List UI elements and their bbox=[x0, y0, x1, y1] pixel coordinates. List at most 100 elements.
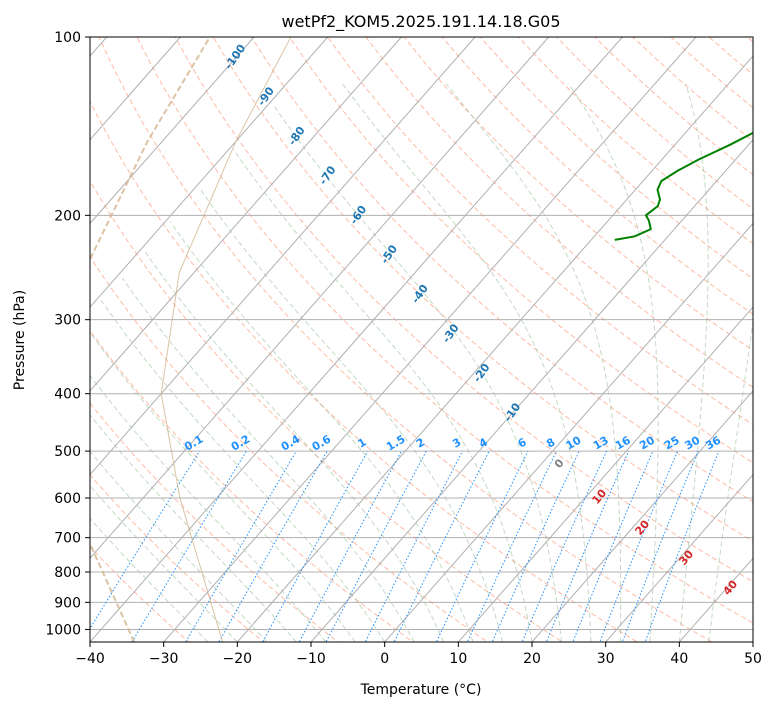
moist-adiabat bbox=[90, 484, 238, 642]
mixing-ratio-label: 3 bbox=[450, 436, 463, 451]
mixing-ratio-label: 6 bbox=[516, 435, 529, 450]
mixing-ratio-label: 1.5 bbox=[384, 433, 407, 454]
dry-adiabat bbox=[90, 474, 265, 642]
isobar-grid bbox=[90, 37, 753, 630]
dry-adiabat bbox=[441, 37, 753, 315]
dry-adiabat bbox=[90, 545, 190, 642]
isotherm-gridline bbox=[236, 55, 753, 642]
mixing-ratio-line bbox=[262, 450, 369, 642]
isotherm-label: -100 bbox=[222, 42, 249, 72]
x-axis-label: Temperature (°C) bbox=[360, 682, 482, 698]
mixing-ratio-line bbox=[521, 450, 608, 642]
y-tick-label: 500 bbox=[54, 444, 81, 460]
adiabat-label: 40 bbox=[720, 577, 740, 597]
mixing-ratio-line bbox=[185, 450, 297, 642]
dry-adiabats bbox=[90, 10, 775, 654]
y-tick-label: 600 bbox=[54, 491, 81, 507]
isotherm-gridline bbox=[90, 37, 255, 225]
moist-adiabat bbox=[90, 517, 209, 642]
y-tick-label: 200 bbox=[54, 208, 81, 224]
adiabat-label: 30 bbox=[676, 547, 696, 567]
dry-adiabat bbox=[327, 37, 753, 426]
isotherm-gridline bbox=[90, 37, 402, 392]
isotherm-gridline bbox=[457, 306, 753, 642]
moist-adiabat bbox=[90, 331, 356, 642]
moist-adiabat bbox=[233, 149, 533, 642]
mixing-ratio-label: 2 bbox=[414, 436, 427, 451]
mixing-ratio-line bbox=[325, 450, 427, 642]
auxiliary-curves bbox=[90, 37, 292, 642]
moist-adiabat bbox=[90, 414, 297, 642]
x-tick-label: 0 bbox=[380, 651, 389, 667]
mixing-ratio-label: 20 bbox=[637, 433, 657, 452]
isotherm-label: -50 bbox=[378, 242, 400, 266]
mixing-ratio-line bbox=[90, 450, 200, 630]
profiles bbox=[614, 131, 753, 241]
isotherm-gridline bbox=[90, 37, 476, 476]
mixing-ratio-line bbox=[218, 450, 328, 642]
isotherm-gridline bbox=[605, 473, 753, 642]
mixing-ratio-line bbox=[572, 450, 654, 642]
mixing-ratio-line bbox=[621, 450, 699, 642]
moist-adiabat bbox=[90, 450, 268, 642]
mixing-ratio-label: 0.2 bbox=[229, 433, 252, 454]
dry-adiabat bbox=[212, 37, 753, 542]
isotherm-gridline bbox=[90, 37, 329, 308]
x-tick-label: −40 bbox=[75, 651, 105, 667]
isotherm-gridline bbox=[90, 37, 181, 141]
dewpoint-profile bbox=[614, 131, 753, 241]
dry-adiabat bbox=[753, 10, 775, 654]
y-tick-label: 800 bbox=[54, 565, 81, 581]
dry-adiabat bbox=[403, 37, 753, 352]
plot-area: -100-90-80-70-60-50-40-30-20-100.1 0.2 0.4… bbox=[90, 10, 775, 654]
x-tick-label: −20 bbox=[223, 651, 253, 667]
moist-adiabat bbox=[199, 187, 503, 642]
isotherm-gridline bbox=[384, 222, 753, 642]
isotherm-gridline bbox=[531, 390, 753, 642]
mixing-ratio-line bbox=[599, 450, 679, 642]
x-tick-label: −30 bbox=[149, 651, 179, 667]
dry-adiabat bbox=[90, 100, 638, 642]
moist-adiabats bbox=[90, 83, 753, 642]
moist-adiabat bbox=[144, 251, 445, 642]
isotherm-grid bbox=[90, 37, 753, 642]
mixing-ratio-label: 10 bbox=[564, 433, 584, 452]
mixing-ratio-label: 0.4 bbox=[279, 432, 303, 453]
mixing-ratio-line bbox=[545, 450, 630, 642]
mixing-ratio-line bbox=[298, 450, 402, 642]
dry-adiabat bbox=[593, 37, 753, 176]
dry-adiabat bbox=[98, 37, 713, 642]
dry-adiabat bbox=[365, 37, 753, 388]
mixing-ratio-label: 30 bbox=[682, 433, 702, 452]
moist-adiabat bbox=[708, 317, 753, 642]
dry-adiabat bbox=[174, 37, 753, 583]
moist-adiabat bbox=[121, 277, 415, 642]
moist-adiabat bbox=[568, 83, 659, 642]
dry-adiabat bbox=[90, 179, 564, 642]
mixing-ratio-label: 16 bbox=[613, 433, 633, 452]
x-tick-label: −10 bbox=[296, 651, 326, 667]
y-tick-label: 300 bbox=[54, 313, 81, 329]
isotherm-gridline bbox=[752, 641, 753, 642]
x-tick-label: 20 bbox=[523, 651, 541, 667]
mixing-ratio-lines bbox=[90, 450, 720, 642]
x-tick-label: 50 bbox=[744, 651, 762, 667]
moist-adiabat bbox=[342, 83, 592, 642]
mixing-ratio-line bbox=[466, 450, 557, 642]
moist-adiabat bbox=[90, 374, 327, 642]
isotherm-gridline bbox=[163, 37, 697, 642]
isotherm-label: -60 bbox=[347, 203, 369, 227]
isotherm-label: -40 bbox=[409, 282, 431, 306]
isotherm-label: -20 bbox=[471, 361, 493, 385]
y-tick-label: 1000 bbox=[45, 622, 81, 638]
y-tick-label: 700 bbox=[54, 531, 81, 547]
isotherm-label: -90 bbox=[255, 84, 277, 108]
dry-adiabat bbox=[289, 37, 753, 464]
chart-title: wetPf2_KOM5.2025.191.14.18.G05 bbox=[281, 12, 560, 32]
y-tick-label: 100 bbox=[54, 30, 81, 46]
moist-adiabat bbox=[98, 297, 386, 642]
dry-adiabat bbox=[90, 256, 489, 642]
isotherm-gridline bbox=[90, 37, 550, 560]
mixing-ratio-line bbox=[364, 450, 463, 642]
mixing-ratio-line bbox=[435, 450, 529, 642]
